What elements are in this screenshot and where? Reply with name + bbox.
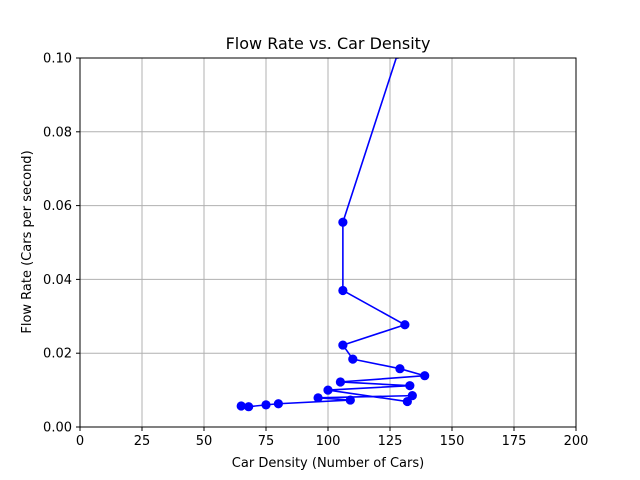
data-point [313,393,323,403]
data-point [400,320,410,330]
x-tick-label: 100 [316,434,341,449]
x-tick-label: 50 [196,434,213,449]
x-tick-label: 200 [564,434,589,449]
x-gridlines [79,58,577,427]
y-axis-ticks: 0.00 0.02 0.04 0.06 0.08 0.10 [43,52,80,436]
data-point [244,402,254,412]
data-point [338,217,348,227]
x-axis-ticks: 0 25 50 75 100 125 150 175 200 [76,427,589,449]
data-point [273,399,283,409]
x-tick-label: 75 [258,434,275,449]
data-point [323,385,333,395]
x-tick-label: 150 [440,434,465,449]
data-point [402,396,412,407]
y-tick-label: 0.02 [43,347,72,362]
data-point [236,401,246,411]
data-point [345,395,355,405]
y-axis-label: Flow Rate (Cars per second) [20,150,35,333]
data-point [338,285,348,296]
data-point [261,400,271,410]
data-point [405,381,415,391]
y-tick-label: 0.00 [43,421,72,436]
y-tick-label: 0.06 [43,199,72,214]
data-point [420,371,430,381]
x-tick-label: 0 [76,434,84,449]
x-tick-label: 125 [378,434,403,449]
data-point [338,340,348,350]
series-layer [236,58,430,412]
data-point [335,377,345,387]
x-axis-label: Car Density (Number of Cars) [232,456,424,471]
chart-title: Flow Rate vs. Car Density [226,34,431,53]
y-tick-label: 0.10 [43,52,72,67]
y-tick-label: 0.04 [43,273,72,288]
x-tick-label: 25 [134,434,151,449]
data-point [395,364,405,374]
y-tick-label: 0.08 [43,125,72,140]
x-tick-label: 175 [502,434,527,449]
data-point [348,354,358,364]
